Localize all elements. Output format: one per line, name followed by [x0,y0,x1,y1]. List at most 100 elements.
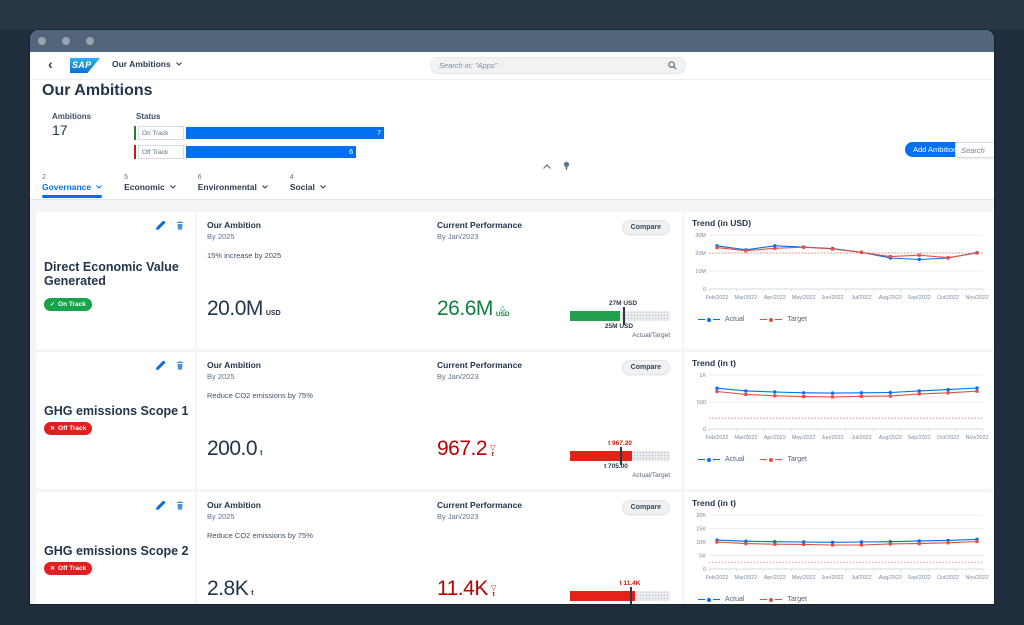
page-title: Our Ambitions [42,82,153,99]
off-track-icon: ✕ [50,426,56,432]
bullet-top-label: t 11.4K [619,580,641,587]
back-button[interactable]: ‹ [48,56,53,72]
ambitions-count: 17 [52,122,68,138]
tab-governance[interactable]: 2 Governance [42,174,103,198]
svg-text:Jun/2022: Jun/2022 [821,295,843,301]
on-track-tick [134,126,136,140]
status-badge-label: Off Track [58,425,87,432]
performance-value: 26.6M △ USD [437,297,510,320]
chart-legend: Actual Target [698,316,807,323]
svg-text:Apr/2022: Apr/2022 [764,435,786,441]
off-track-tick [134,145,136,159]
trend-down-icon: ▽ [490,584,497,592]
ambition-detail-card: Our Ambition By 2025 15% increase by 202… [197,212,682,349]
window-dot [86,37,94,45]
off-track-bar[interactable]: 6 [186,146,356,158]
compare-button[interactable]: Compare [621,360,670,375]
tab-social[interactable]: 4 Social [290,174,326,198]
svg-text:1K: 1K [699,373,706,379]
ambition-title-card[interactable]: GHG emissions Scope 2 ✕ Off Track [36,492,195,604]
status-label: Status [136,112,161,121]
edit-icon[interactable] [155,360,166,371]
our-ambition-header: Our Ambition [207,220,261,230]
svg-text:Feb/2022: Feb/2022 [706,435,729,441]
trend-card: Trend (in t) 0 500 1K Feb/2022 Mar/2022 Apr/2… [684,352,993,489]
svg-text:May/2022: May/2022 [792,435,816,441]
on-track-bar[interactable]: 7 [186,127,384,139]
on-track-icon: ✓ [50,302,56,308]
svg-text:0: 0 [703,287,706,293]
status-badge: ✕ Off Track [44,562,93,575]
svg-text:Oct/2022: Oct/2022 [937,575,959,581]
pin-header-icon[interactable] [562,161,571,171]
bullet-bottom-label: t 705.00 [604,463,628,470]
ambition-value: 200.0 t [207,437,263,460]
category-tabs: 2 Governance 5 Economic 6 Environmental … [42,174,326,198]
svg-text:20M: 20M [695,251,706,257]
collapse-header-icon[interactable] [542,163,552,170]
status-bar-row: On Track 7 [134,126,384,140]
status-bar-row: Off Track 6 [134,145,356,159]
trend-down-icon: ▽ [490,444,496,452]
status-badge: ✓ On Track [44,298,92,311]
off-track-icon: ✕ [50,566,56,572]
ambition-description: 15% increase by 2025 [207,251,282,260]
ambition-description: Reduce CO2 emissions by 75% [207,391,313,400]
svg-text:0: 0 [703,567,706,573]
app-title-dropdown[interactable]: Our Ambitions [112,59,182,69]
legend-item: Actual [698,456,744,463]
delete-icon[interactable] [175,500,185,511]
status-badge-label: On Track [58,301,86,308]
svg-text:0: 0 [703,427,706,433]
toolbar-search-input[interactable]: Search [955,142,994,158]
performance-value: 967.2 ▽ t [437,437,496,460]
compare-button[interactable]: Compare [621,500,670,515]
trend-card: Trend (in USD) 0 10M 20M 30M Feb/2022 Mar/202… [684,212,993,349]
shell-bar: ‹ SAP Our Ambitions Search in: "Apps" [30,52,994,80]
bullet-track [570,311,670,321]
ambition-title-card[interactable]: GHG emissions Scope 1 ✕ Off Track [36,352,195,489]
compare-button[interactable]: Compare [621,220,670,235]
search-icon[interactable] [668,61,677,70]
delete-icon[interactable] [175,360,185,371]
svg-text:Apr/2022: Apr/2022 [764,295,786,301]
svg-text:Feb/2022: Feb/2022 [706,575,729,581]
bullet-chart: 27M USD 25M USD Actual/Target [570,298,670,342]
tab-label: Economic [124,182,165,192]
tab-label: Environmental [197,182,257,192]
ambition-title-card[interactable]: Direct Economic Value Generated ✓ On Tra… [36,212,195,349]
ambition-list: Direct Economic Value Generated ✓ On Tra… [36,212,993,604]
trend-card: Trend (in t) 0 5K 10K 15K 20K Feb/2022 Mar/202… [684,492,993,604]
shell-search-input[interactable]: Search in: "Apps" [430,57,686,74]
svg-text:May/2022: May/2022 [792,575,816,581]
ambition-value: 2.8K t [207,577,254,600]
ambition-detail-card: Our Ambition By 2025 Reduce CO2 emission… [197,492,682,604]
chevron-down-icon [320,185,326,189]
legend-item: Target [760,596,807,603]
svg-text:Jul/2022: Jul/2022 [851,295,871,301]
our-ambition-header: Our Ambition [207,360,261,370]
ambition-title: GHG emissions Scope 1 [44,404,189,418]
svg-text:5K: 5K [699,554,706,560]
edit-icon[interactable] [155,500,166,511]
svg-text:Nov/2022: Nov/2022 [965,435,988,441]
ambition-value: 20.0M USD [207,297,281,320]
performance-by: By Jan/2023 [437,232,479,241]
bullet-fill [570,451,632,461]
svg-text:20K: 20K [696,513,706,519]
bullet-target-marker [630,587,632,604]
svg-text:10M: 10M [695,269,706,275]
bullet-caption: Actual/Target [632,332,670,339]
svg-text:Oct/2022: Oct/2022 [937,435,959,441]
tab-count: 4 [289,174,294,181]
tab-environmental[interactable]: 6 Environmental [198,174,268,198]
svg-text:Jul/2022: Jul/2022 [851,435,871,441]
delete-icon[interactable] [175,220,185,231]
status-badge: ✕ Off Track [44,422,93,435]
edit-icon[interactable] [155,220,166,231]
tab-economic[interactable]: 5 Economic [124,174,176,198]
legend-item: Actual [698,316,744,323]
add-ambition-button[interactable]: Add Ambition [905,142,966,157]
off-track-label: Off Track [138,145,184,159]
svg-text:Jun/2022: Jun/2022 [821,575,843,581]
